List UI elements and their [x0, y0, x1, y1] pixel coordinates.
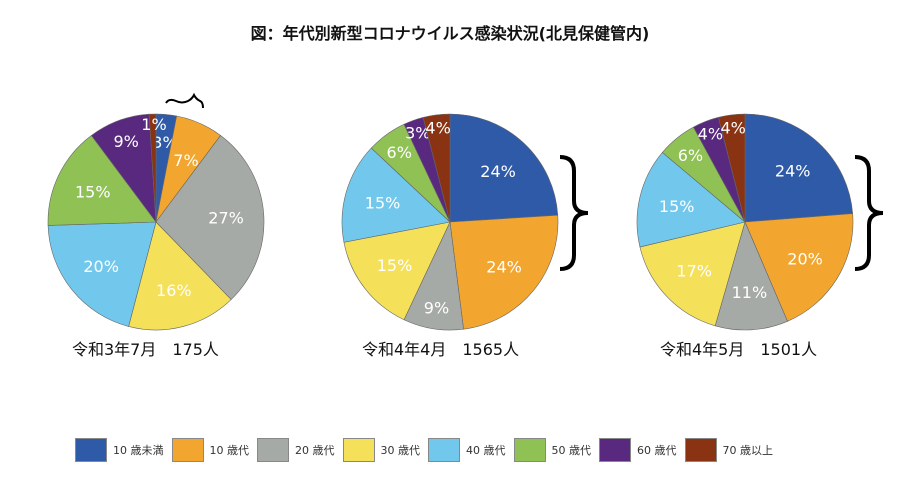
pie2-slice-1: [449, 214, 559, 330]
pie1-label-2: 27%: [208, 209, 244, 228]
pie3-slice-1: [744, 213, 854, 322]
pie-charts: 3%7%27%16%20%15%9%1%24%24%9%15%15%6%3%4%…: [47, 92, 884, 331]
pie2-label-6: 3%: [405, 124, 430, 143]
pie3-label-7: 4%: [721, 119, 746, 138]
pie3-slice-3: [639, 221, 746, 327]
legend-swatch: [342, 438, 375, 462]
legend-label: 70 歳以上: [722, 444, 774, 457]
caption-1: 令和3年7月 175人: [72, 340, 219, 359]
pie2-label-2: 9%: [424, 298, 449, 317]
legend: 10 歳未満 10 歳代 20 歳代 30 歳代 40 歳代 50 歳代 60 歳代 70 歳…: [75, 438, 781, 462]
legend-swatch: [171, 438, 204, 462]
legend-swatch: [684, 438, 717, 462]
legend-item: 10 歳未満: [75, 438, 164, 462]
pie2-label-0: 24%: [480, 162, 516, 181]
brace-3: [854, 155, 884, 271]
pie1-label-3: 16%: [156, 281, 192, 300]
pie2-slice-7: [422, 113, 451, 223]
legend-item: 70 歳以上: [684, 438, 774, 462]
pie2-label-5: 6%: [387, 143, 412, 162]
pie2-label-4: 15%: [365, 193, 401, 212]
pie2-label-7: 4%: [425, 119, 450, 138]
legend-item: 30 歳代: [342, 438, 421, 462]
pie3-slice-7: [718, 113, 746, 223]
pie1-slice-7: [148, 113, 157, 223]
legend-label: 30 歳代: [380, 444, 421, 457]
pie3-slice-2: [714, 221, 788, 331]
pie2-label-3: 15%: [377, 256, 413, 275]
brace-2: [559, 155, 589, 271]
pie1-slice-2: [155, 135, 265, 301]
pie1-slice-4: [47, 221, 157, 327]
legend-swatch: [257, 438, 289, 462]
legend-label: 10 歳代: [209, 444, 250, 457]
caption-2: 令和4年4月 1565人: [362, 340, 520, 359]
pie1-slice-3: [128, 221, 232, 331]
brace-small: [165, 92, 204, 109]
pie1-label-6: 9%: [113, 132, 138, 151]
chart-title: 図：年代別新型コロナウイルス感染状況(北見保健管内): [250, 24, 650, 43]
pie2-slice-4: [341, 147, 451, 243]
pie2-slice-3: [343, 221, 451, 321]
pie3-label-1: 20%: [787, 249, 823, 268]
legend-item: 20 歳代: [257, 438, 335, 462]
pie3-label-2: 11%: [732, 283, 768, 302]
caption-3: 令和4年5月 1501人: [660, 340, 818, 359]
legend-item: 60 歳代: [599, 438, 677, 462]
pie1-slice-5: [47, 135, 157, 226]
pie2-slice-0: [449, 113, 559, 223]
legend-swatch: [428, 438, 460, 462]
legend-swatch: [513, 438, 546, 462]
legend-label: 50 歳代: [551, 444, 592, 457]
legend-item: 40 歳代: [428, 438, 506, 462]
pie3-label-4: 15%: [659, 197, 695, 216]
pie1-label-1: 7%: [173, 151, 198, 170]
pie1-label-4: 20%: [83, 257, 119, 276]
pie1-label-7: 1%: [141, 115, 166, 134]
legend-item: 10 歳代: [171, 438, 250, 462]
pie1-label-5: 15%: [75, 183, 111, 202]
pie3-label-5: 6%: [678, 146, 703, 165]
legend-label: 10 歳未満: [113, 444, 164, 457]
legend-label: 40 歳代: [466, 444, 506, 457]
pie3-label-6: 4%: [698, 125, 723, 144]
pie3-slice-4: [636, 152, 746, 248]
pie3-slice-0: [744, 113, 853, 223]
legend-label: 20 歳代: [295, 444, 335, 457]
legend-label: 60 歳代: [637, 444, 677, 457]
pie3-label-3: 17%: [676, 261, 712, 280]
pie3-label-0: 24%: [775, 161, 811, 180]
legend-item: 50 歳代: [513, 438, 592, 462]
pie2-label-1: 24%: [486, 258, 522, 277]
legend-swatch: [75, 438, 107, 462]
legend-swatch: [599, 438, 631, 462]
